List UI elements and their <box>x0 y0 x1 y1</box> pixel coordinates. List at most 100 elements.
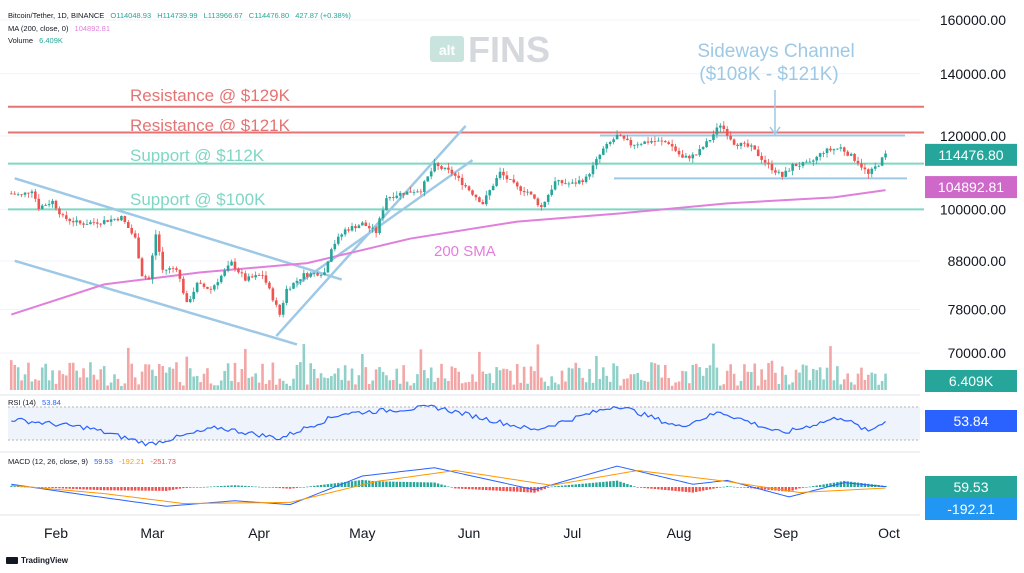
macd-hist-bar <box>182 487 185 489</box>
macd-hist-bar <box>409 482 412 487</box>
time-tick-label: May <box>349 525 375 541</box>
candle-body <box>381 210 385 219</box>
macd-hist-bar <box>450 487 454 488</box>
candle-body <box>268 282 271 289</box>
volume-bar <box>791 382 794 390</box>
candle-body <box>82 223 85 225</box>
watermark-small: alt <box>439 42 456 58</box>
volume-bar <box>188 368 192 390</box>
tradingview-logo[interactable]: TradingView <box>6 556 68 565</box>
signal-badge: -192.21 <box>947 501 995 517</box>
macd-hist-bar <box>471 487 474 490</box>
candle-body <box>739 142 743 147</box>
macd-hist-bar <box>567 485 571 487</box>
candle-body <box>705 141 708 148</box>
volume-bar <box>423 370 426 390</box>
candle-body <box>567 183 571 185</box>
macd-hist-bar <box>251 486 254 487</box>
candle-body <box>522 190 526 193</box>
candle-body <box>443 167 447 169</box>
price-axis[interactable]: 160000.00 140000.00 120000.00 100000.00 8800… <box>940 12 1006 361</box>
macd-hist-bar <box>140 487 144 491</box>
channel-label-2: ($108K - $121K) <box>699 64 838 85</box>
macd-hist-bar <box>240 485 244 487</box>
candle-body <box>37 198 41 209</box>
candle-body <box>880 157 884 166</box>
candle-body <box>453 173 457 176</box>
candle-body <box>61 214 65 216</box>
macd-hist-bar <box>436 483 440 487</box>
candle-body <box>763 159 767 163</box>
macd-hist-bar <box>306 486 309 488</box>
macd-hist-bar <box>41 487 44 488</box>
volume-bar <box>299 362 302 390</box>
macd-hist-bar <box>650 487 653 489</box>
signal-value: -192.21 <box>119 457 145 466</box>
macd-pane[interactable] <box>0 451 920 507</box>
macd-value: 59.53 <box>94 457 113 466</box>
volume-bar <box>178 381 182 390</box>
volume-bar <box>856 373 860 390</box>
candle-body <box>247 276 251 281</box>
volume-bar <box>839 384 843 390</box>
volume-bar <box>505 369 509 390</box>
candle-body <box>805 161 808 163</box>
candle-body <box>667 142 671 144</box>
macd-hist-bar <box>805 487 808 488</box>
macd-hist-bar <box>433 482 436 487</box>
macd-hist-bar <box>237 485 240 487</box>
macd-hist-bar <box>130 487 133 491</box>
macd-hist-bar <box>584 483 588 487</box>
candle-body <box>312 273 316 274</box>
macd-hist-bar <box>860 482 863 487</box>
candle-body <box>416 191 419 193</box>
candle-body <box>130 227 134 234</box>
volume-bar <box>247 377 251 390</box>
volume-bar <box>426 378 430 390</box>
macd-hist-bar <box>302 487 306 488</box>
macd-hist-bar <box>319 484 323 487</box>
volume-bar <box>302 344 306 390</box>
macd-hist-bar <box>553 486 557 487</box>
volume-bar <box>608 381 612 390</box>
sma-badge-bg <box>925 176 1017 199</box>
time-axis[interactable]: Feb Mar Apr May Jun Jul Aug Sep Oct <box>44 525 900 541</box>
macd-hist-bar <box>68 487 71 489</box>
candle-body <box>732 139 736 145</box>
volume-bar <box>237 382 240 390</box>
volume-bar <box>553 382 557 390</box>
volume-bar <box>226 363 230 390</box>
macd-hist-bar <box>92 487 96 490</box>
volume-bar <box>591 382 595 390</box>
volume-bar <box>653 363 657 390</box>
macd-hist-bar <box>853 482 856 487</box>
candle-body <box>584 176 588 183</box>
volume-bar <box>319 373 323 390</box>
candle-body <box>330 249 333 262</box>
volume-bar <box>853 384 856 390</box>
macd-hist-bar <box>202 486 206 488</box>
macd-hist-bar <box>636 487 639 488</box>
macd-hist-bar <box>164 487 168 491</box>
time-tick-label: Aug <box>667 525 692 541</box>
macd-hist-bar <box>839 481 843 487</box>
macd-hist-bar <box>863 483 867 487</box>
candle-body <box>89 222 92 225</box>
volume-bar <box>574 362 578 390</box>
volume-bar <box>677 381 681 390</box>
macd-histogram <box>10 479 887 493</box>
candle-body <box>99 223 103 225</box>
rsi-pane[interactable] <box>0 394 920 447</box>
candle-body <box>873 166 877 169</box>
macd-hist-bar <box>392 481 395 487</box>
candle-body <box>509 179 512 180</box>
candle-body <box>560 180 564 184</box>
macd-hist-bar <box>722 486 725 488</box>
macd-hist-bar <box>399 481 402 487</box>
macd-hist-bar <box>526 487 529 493</box>
volume-bar <box>27 362 30 390</box>
macd-hist-bar <box>822 484 825 487</box>
volume-bar <box>230 380 233 390</box>
symbol-name: Bitcoin/Tether, 1D, BINANCE <box>8 11 105 20</box>
